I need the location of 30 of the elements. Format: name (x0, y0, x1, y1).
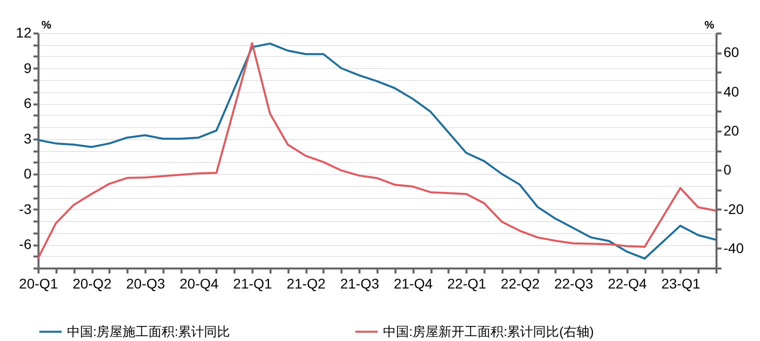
x-tick-label: 20-Q2 (72, 276, 112, 292)
x-tick-label: 21-Q3 (340, 276, 380, 292)
x-tick-label: 22-Q4 (608, 276, 647, 292)
x-tick-label: 22-Q3 (554, 276, 594, 292)
y-tick-label: 6 (24, 95, 32, 111)
x-tick-label: 20-Q1 (19, 276, 58, 292)
y2-tick-label: -40 (724, 240, 744, 256)
x-tick-label: 21-Q4 (394, 276, 433, 292)
y2-tick-label: 0 (724, 162, 732, 178)
x-tick-label: 22-Q1 (447, 276, 486, 292)
y-axis-title: % (42, 20, 52, 32)
y-tick-label: 3 (24, 130, 32, 146)
x-tick-label: 21-Q1 (233, 276, 272, 292)
y2-axis-title: % (704, 20, 714, 32)
y2-tick-label: 40 (724, 83, 740, 100)
y2-tick-label: -20 (724, 200, 744, 217)
x-tick-label: 20-Q3 (126, 276, 166, 292)
y2-tick-label: 60 (724, 44, 740, 60)
y-tick-label: 9 (24, 60, 32, 76)
legend-label: 中国:房屋施工面积:累计同比 (67, 324, 230, 339)
y-tick-label: -3 (19, 200, 32, 217)
legend-label: 中国:房屋新开工面积:累计同比(右轴) (383, 324, 594, 339)
y-tick-label: 12 (16, 24, 32, 40)
x-tick-label: 21-Q2 (286, 276, 326, 292)
y-tick-label: -6 (19, 236, 32, 252)
x-tick-label: 22-Q2 (500, 276, 540, 292)
x-tick-label: 23-Q1 (661, 276, 700, 292)
y2-tick-label: 20 (724, 122, 740, 138)
x-tick-label: 20-Q4 (180, 276, 219, 292)
y-tick-label: 0 (24, 166, 32, 182)
